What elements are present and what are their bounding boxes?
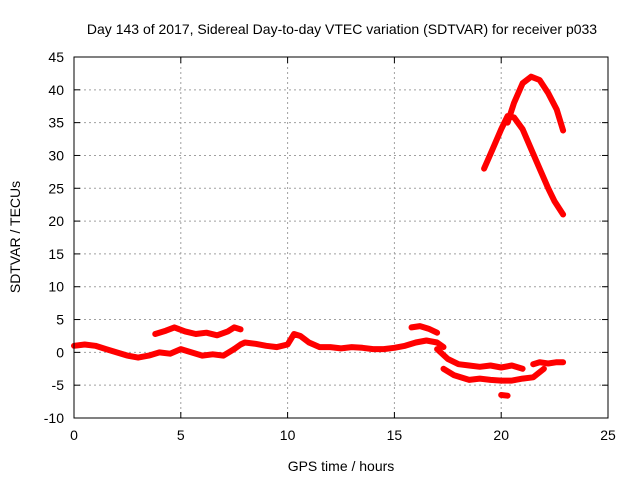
series-arc-2	[152, 324, 244, 339]
y-tick-label: -10	[44, 410, 64, 426]
x-axis-title: GPS time / hours	[288, 458, 395, 474]
x-tick-label: 20	[493, 427, 509, 443]
y-tick-label: 25	[48, 180, 64, 196]
tick-marks	[73, 56, 609, 419]
x-tick-label: 25	[600, 427, 616, 443]
y-tick-label: 15	[48, 246, 64, 262]
x-tick-labels: 0 5 10 15 20 25	[70, 427, 616, 443]
chart-title: Day 143 of 2017, Sidereal Day-to-day VTE…	[87, 21, 597, 37]
y-tick-label: 20	[48, 213, 64, 229]
plot-frame	[73, 56, 609, 419]
y-tick-label: 35	[48, 115, 64, 131]
y-tick-label: 0	[56, 344, 64, 360]
y-tick-label: 5	[56, 312, 64, 328]
y-tick-labels: -10 -5 0 5 10 15 20 25 30 35 40 45	[44, 49, 64, 426]
series-arc-4	[408, 323, 441, 336]
series-arc-5	[434, 346, 526, 372]
y-tick-label: -5	[52, 377, 65, 393]
x-tick-label: 10	[280, 427, 296, 443]
y-tick-label: 45	[48, 49, 64, 65]
series-arc-10	[504, 73, 567, 134]
series-arc-9	[481, 113, 567, 218]
y-tick-label: 10	[48, 279, 64, 295]
series-arc-3	[231, 331, 447, 353]
y-tick-label: 40	[48, 82, 64, 98]
grid-lines	[74, 57, 608, 418]
series-group	[71, 73, 567, 399]
x-tick-label: 0	[70, 427, 78, 443]
x-tick-label: 15	[387, 427, 403, 443]
x-tick-label: 5	[177, 427, 185, 443]
series-arc-8	[530, 359, 567, 368]
series-arc-6	[440, 365, 547, 384]
y-axis-title: SDTVAR / TECUs	[7, 181, 23, 293]
series-arc-1	[71, 341, 238, 361]
series-arc-7	[498, 392, 511, 399]
y-tick-label: 30	[48, 147, 64, 163]
